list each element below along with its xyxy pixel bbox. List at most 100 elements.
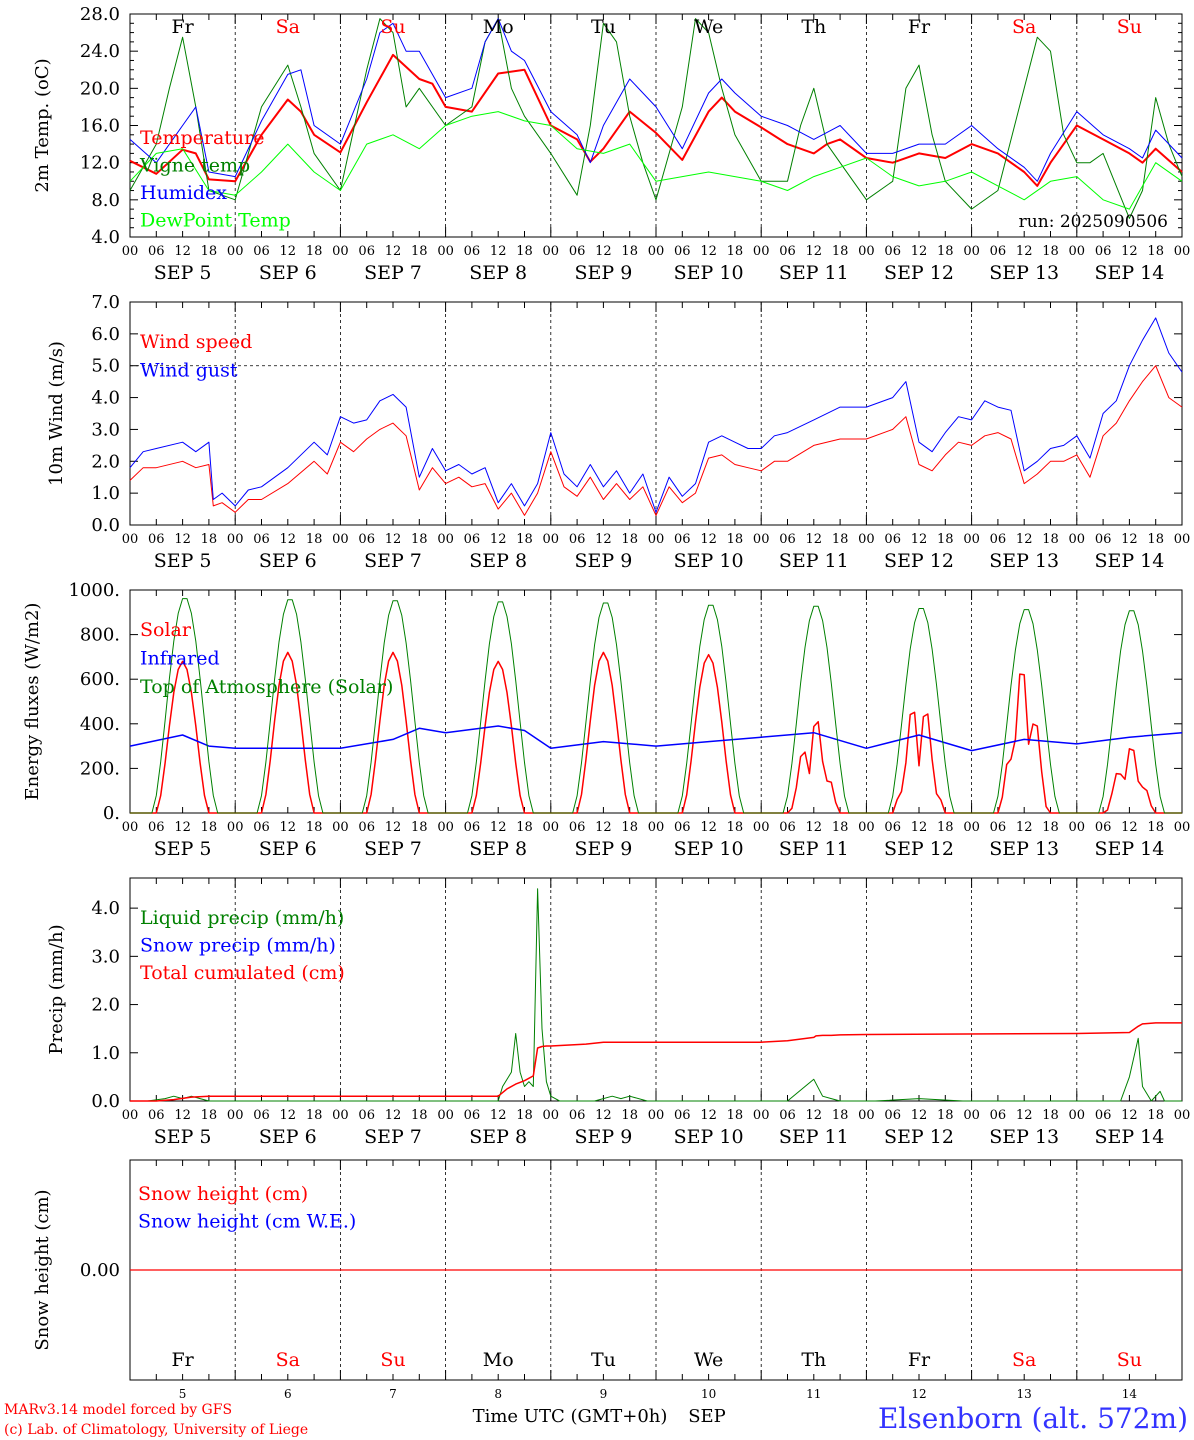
wind-hour-label: 06 [148,532,165,547]
wind-hour-label: 12 [700,532,717,547]
temperature-hour-label: 12 [385,244,402,259]
temperature-hour-label: 00 [1174,244,1191,259]
wind-y-tick-label: 3.0 [91,419,120,440]
wind-y-axis-label: 10m Wind (m/s) [46,341,67,486]
precip-y-tick-label: 3.0 [91,946,120,967]
temperature-hour-label: 00 [1069,244,1086,259]
energy-hour-label: 06 [884,820,901,835]
temperature-hour-label: 18 [1147,244,1164,259]
wind-hour-label: 00 [1069,532,1086,547]
energy-date-label: SEP 12 [884,838,954,860]
energy-hour-label: 12 [595,820,612,835]
snow-legend-0: Snow height (cm) [138,1183,308,1205]
energy-hour-label: 00 [543,820,560,835]
wind-hour-label: 12 [385,532,402,547]
energy-y-tick-label: 200. [80,758,120,779]
panel-precip: 0.0 1.0 2.0 3.0 4.0 Precip (mm/h) Liquid preci… [46,877,1190,1148]
energy-series-infrared [129,725,1183,752]
precip-hour-label: 06 [358,1108,375,1123]
precip-hour-label: 00 [543,1108,560,1123]
wind-date-label: SEP 6 [259,550,317,572]
wind-hour-label: 18 [411,532,428,547]
temperature-hour-label: 06 [569,244,586,259]
snow-y-axis-label: Snow height (cm) [32,1189,53,1350]
wind-y-tick-label: 7.0 [91,292,120,313]
temperature-y-tick-label: 12.0 [80,153,120,174]
energy-date-label: SEP 7 [364,838,422,860]
precip-hour-label: 00 [963,1108,980,1123]
temperature-legend-3: DewPoint Temp [140,210,291,232]
temperature-hour-label: 00 [648,244,665,259]
energy-hour-label: 18 [1042,820,1059,835]
temperature-legend-2: Humidex [140,182,227,204]
weekday-top-5: We [694,16,723,38]
energy-hour-label: 12 [806,820,823,835]
weekday-bottom-1: Sa [276,1349,300,1371]
wind-date-label: SEP 7 [364,550,422,572]
energy-y-tick-label: 0. [103,803,120,824]
energy-legend-0: Solar [140,619,192,641]
energy-hour-label: 00 [332,820,349,835]
temperature-hour-label: 00 [543,244,560,259]
temperature-date-label: SEP 7 [364,262,422,284]
temperature-hour-label: 12 [1121,244,1138,259]
temperature-hour-label: 12 [280,244,297,259]
precip-hour-label: 12 [700,1108,717,1123]
temperature-date-label: SEP 12 [884,262,954,284]
temperature-hour-label: 18 [727,244,744,259]
energy-hour-label: 18 [516,820,533,835]
temperature-hour-label: 18 [306,244,323,259]
wind-hour-label: 00 [1174,532,1191,547]
energy-hour-label: 06 [148,820,165,835]
energy-hour-label: 06 [1095,820,1112,835]
precip-y-tick-label: 1.0 [91,1043,120,1064]
temperature-hour-label: 06 [884,244,901,259]
weekday-top-1: Sa [276,16,300,38]
wind-hour-label: 12 [174,532,191,547]
temperature-y-tick-label: 20.0 [80,78,120,99]
precip-hour-label: 12 [806,1108,823,1123]
precip-hour-label: 00 [122,1108,139,1123]
wind-series-wind-gust [129,317,1183,513]
wind-date-label: SEP 11 [779,550,849,572]
energy-hour-label: 06 [779,820,796,835]
precip-series-liquid-precip-mm-h [130,888,1182,1102]
day-number-3: 8 [494,1387,502,1401]
precip-hour-label: 18 [516,1108,533,1123]
precip-hour-label: 00 [648,1108,665,1123]
precip-date-label: SEP 13 [989,1126,1059,1148]
temperature-hour-label: 06 [148,244,165,259]
day-number-1: 6 [284,1387,292,1401]
weekday-top-8: Sa [1012,16,1036,38]
precip-hour-label: 18 [411,1108,428,1123]
wind-hour-label: 00 [227,532,244,547]
precip-y-tick-label: 4.0 [91,898,120,919]
panel-wind: 0.0 1.0 2.0 3.0 4.0 5.0 6.0 7.0 10m Wind (m/s) Wi… [46,292,1190,572]
temperature-date-label: SEP 14 [1094,262,1164,284]
energy-hour-label: 06 [990,820,1007,835]
wind-hour-label: 06 [674,532,691,547]
wind-hour-label: 06 [990,532,1007,547]
temperature-hour-label: 06 [358,244,375,259]
temperature-date-label: SEP 8 [469,262,527,284]
precip-hour-label: 12 [595,1108,612,1123]
precip-hour-label: 18 [1147,1108,1164,1123]
energy-hour-label: 00 [437,820,454,835]
precip-hour-label: 06 [148,1108,165,1123]
temperature-hour-label: 00 [122,244,139,259]
day-number-4: 9 [600,1387,608,1401]
weekday-bottom-2: Su [380,1349,405,1371]
precip-date-label: SEP 6 [259,1126,317,1148]
energy-hour-label: 12 [700,820,717,835]
energy-y-tick-label: 600. [80,669,120,690]
energy-frame [129,589,1183,814]
wind-date-label: SEP 12 [884,550,954,572]
precip-hour-label: 12 [911,1108,928,1123]
x-axis-title: Time UTC (GMT+0h) [473,1406,668,1427]
day-number-0: 5 [179,1387,187,1401]
temperature-hour-label: 18 [937,244,954,259]
wind-hour-label: 18 [937,532,954,547]
energy-hour-label: 18 [832,820,849,835]
wind-hour-label: 00 [963,532,980,547]
energy-hour-label: 06 [464,820,481,835]
